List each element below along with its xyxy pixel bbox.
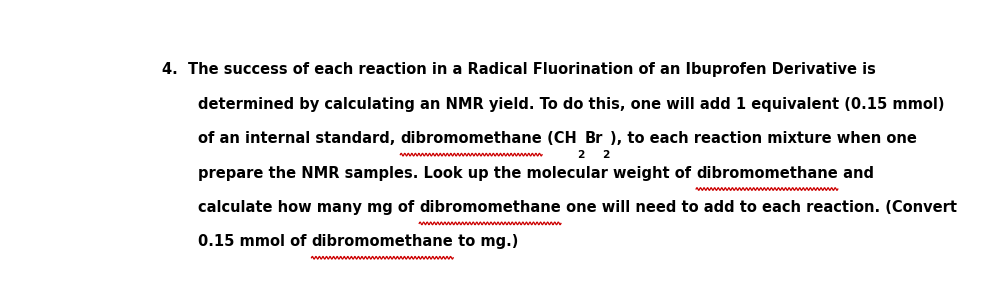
Text: dibromomethane: dibromomethane xyxy=(419,200,561,215)
Text: (CH: (CH xyxy=(542,131,577,146)
Text: calculate how many mg of: calculate how many mg of xyxy=(198,200,419,215)
Text: ), to each reaction mixture when one: ), to each reaction mixture when one xyxy=(610,131,917,146)
Text: dibromomethane: dibromomethane xyxy=(312,234,453,249)
Text: and: and xyxy=(838,166,873,181)
Text: 2: 2 xyxy=(603,150,610,160)
Text: 0.15 mmol of: 0.15 mmol of xyxy=(198,234,312,249)
Text: determined by calculating an NMR yield. To do this, one will add 1 equivalent (0: determined by calculating an NMR yield. … xyxy=(198,97,944,112)
Text: Br: Br xyxy=(585,131,603,146)
Text: prepare the NMR samples. Look up the molecular weight of: prepare the NMR samples. Look up the mol… xyxy=(198,166,696,181)
Text: 4.  The success of each reaction in a Radical Fluorination of an Ibuprofen Deriv: 4. The success of each reaction in a Rad… xyxy=(161,62,875,77)
Text: of an internal standard,: of an internal standard, xyxy=(198,131,400,146)
Text: to mg.): to mg.) xyxy=(453,234,519,249)
Text: dibromomethane: dibromomethane xyxy=(400,131,542,146)
Text: one will need to add to each reaction. (Convert: one will need to add to each reaction. (… xyxy=(561,200,957,215)
Text: dibromomethane: dibromomethane xyxy=(696,166,838,181)
Text: 2: 2 xyxy=(577,150,585,160)
